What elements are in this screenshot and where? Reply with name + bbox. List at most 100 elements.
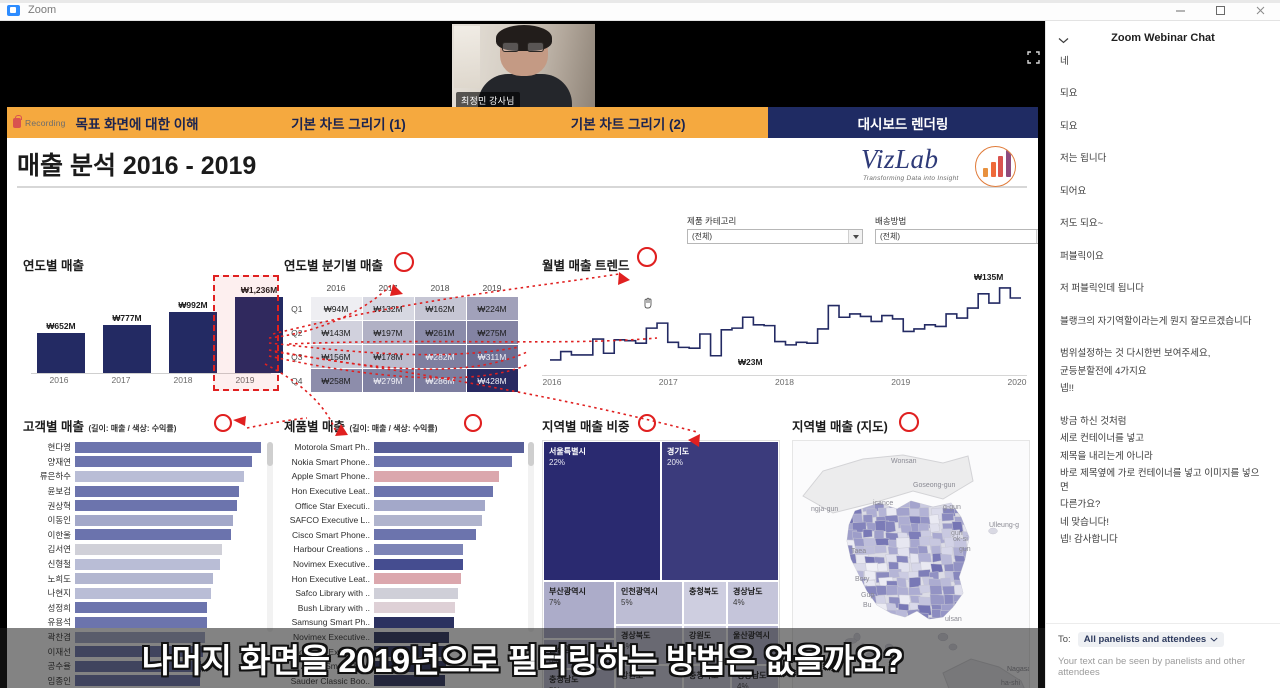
chevron-down-icon[interactable] [1036, 230, 1038, 243]
heatmap-cell[interactable]: ₩197M [362, 321, 414, 345]
bar-rect[interactable] [374, 500, 485, 511]
map-place-label: g-gun [943, 504, 961, 511]
list-item[interactable]: 현다영 [23, 440, 275, 455]
treemap-tile[interactable]: 경기도 20% [661, 441, 779, 581]
heatmap-cell[interactable]: ₩428M [466, 369, 518, 393]
treemap-tile[interactable]: 서울특별시 22% [543, 441, 661, 581]
filter-product-category-select[interactable]: (전체) [687, 229, 863, 244]
heatmap-cell[interactable]: ₩143M [310, 321, 362, 345]
heatmap-cell[interactable]: ₩162M [414, 297, 466, 321]
bar-rect[interactable] [75, 471, 244, 482]
yearly-bar-rect[interactable] [169, 312, 217, 373]
maximize-icon[interactable] [1200, 0, 1240, 21]
product-scrollbar[interactable] [528, 442, 534, 632]
bar-rect[interactable] [374, 573, 461, 584]
bar-rect[interactable] [374, 471, 499, 482]
speaker-video-thumbnail[interactable]: 최정민 강사님 [452, 24, 595, 113]
nav-tab-1[interactable]: 기본 차트 그리기 (1) [209, 107, 489, 138]
list-item[interactable]: Nokia Smart Phone.. [284, 455, 536, 470]
heatmap-cell[interactable]: ₩275M [466, 321, 518, 345]
chevron-down-icon[interactable] [1058, 31, 1069, 49]
filter-shipping-method-select[interactable]: (전체) [875, 229, 1038, 244]
nav-tab-2[interactable]: 기본 차트 그리기 (2) [488, 107, 768, 138]
list-item[interactable]: 나현지 [23, 586, 275, 601]
bar-rect[interactable] [374, 617, 454, 628]
list-item[interactable]: 성정희 [23, 601, 275, 616]
customer-scrollbar[interactable] [267, 442, 273, 632]
map-place-label: Taea [851, 548, 866, 555]
bar-rect[interactable] [374, 442, 524, 453]
bar-rect[interactable] [374, 515, 482, 526]
bar-rect[interactable] [75, 559, 220, 570]
heatmap-cell[interactable]: ₩282M [414, 345, 466, 369]
chat-recipient-select[interactable]: All panelists and attendees [1078, 632, 1224, 647]
map-place-label: gun [959, 546, 971, 553]
treemap-tile[interactable]: 인천광역시 5% [615, 581, 683, 625]
heatmap-cell[interactable]: ₩178M [362, 345, 414, 369]
list-item[interactable]: 이동인 [23, 513, 275, 528]
list-item[interactable]: 윤보검 [23, 484, 275, 499]
minimize-icon[interactable] [1160, 0, 1200, 21]
yearly-bar-rect[interactable] [37, 333, 85, 373]
list-item[interactable]: SAFCO Executive L.. [284, 513, 536, 528]
list-item[interactable]: Cisco Smart Phone.. [284, 528, 536, 543]
bar-rect[interactable] [75, 515, 233, 526]
bar-rect[interactable] [75, 617, 207, 628]
list-item[interactable]: Motorola Smart Ph.. [284, 440, 536, 455]
panel-monthly-trend: 월별 매출 트렌드 2016 2017 2018 2019 2020 ₩23M ₩135… [542, 255, 1032, 405]
bar-rect[interactable] [75, 442, 261, 453]
heatmap-cell[interactable]: ₩224M [466, 297, 518, 321]
nav-tab-3[interactable]: 대시보드 렌더링 [768, 107, 1038, 138]
bar-rect[interactable] [75, 573, 213, 584]
list-item[interactable]: 양재연 [23, 455, 275, 470]
heatmap-cell[interactable]: ₩156M [310, 345, 362, 369]
bar-rect[interactable] [75, 588, 211, 599]
heatmap-cell[interactable]: ₩258M [310, 369, 362, 393]
list-item[interactable]: Office Star Executi.. [284, 498, 536, 513]
bar-rect[interactable] [374, 544, 463, 555]
list-item[interactable]: 김서연 [23, 542, 275, 557]
bar-rect[interactable] [75, 602, 207, 613]
bar-rect[interactable] [374, 559, 463, 570]
treemap-tile[interactable]: 경상남도 4% [727, 581, 779, 625]
bar-rect[interactable] [374, 529, 476, 540]
yearly-bar-2017[interactable]: ₩777M [103, 285, 151, 373]
bar-rect[interactable] [374, 486, 493, 497]
bar-rect[interactable] [374, 588, 458, 599]
nav-tab-0[interactable]: 목표 화면에 대한 이해 [70, 107, 209, 138]
heatmap-cell[interactable]: ₩94M [310, 297, 362, 321]
bar-rect[interactable] [75, 486, 239, 497]
list-item[interactable]: 신형철 [23, 557, 275, 572]
list-item[interactable]: Safco Library with .. [284, 586, 536, 601]
heatmap-cell[interactable]: ₩311M [466, 345, 518, 369]
bar-rect[interactable] [374, 602, 455, 613]
chat-input[interactable]: Your text can be seen by panelists and o… [1058, 656, 1268, 678]
heatmap-cell[interactable]: ₩279M [362, 369, 414, 393]
yearly-bar-rect[interactable] [103, 325, 151, 373]
bar-rect[interactable] [75, 544, 222, 555]
list-item[interactable]: Hon Executive Leat.. [284, 571, 536, 586]
list-item[interactable]: Harbour Creations .. [284, 542, 536, 557]
chevron-down-icon[interactable] [848, 230, 862, 243]
bar-rect[interactable] [75, 500, 237, 511]
bar-rect[interactable] [374, 456, 512, 467]
expand-icon[interactable] [1027, 51, 1037, 69]
list-item[interactable]: 류은하수 [23, 469, 275, 484]
list-item[interactable]: Hon Executive Leat.. [284, 484, 536, 499]
bar-rect[interactable] [75, 456, 252, 467]
list-item[interactable]: 권상혁 [23, 498, 275, 513]
list-item[interactable]: Apple Smart Phone.. [284, 469, 536, 484]
heatmap-cell[interactable]: ₩261M [414, 321, 466, 345]
bar-rect[interactable] [75, 529, 231, 540]
yearly-bar-2016[interactable]: ₩652M [37, 285, 85, 373]
list-item[interactable]: 노희도 [23, 571, 275, 586]
heatmap-cell[interactable]: ₩132M [362, 297, 414, 321]
treemap-tile[interactable]: 충청북도 [683, 581, 727, 625]
list-item[interactable]: Novimex Executive.. [284, 557, 536, 572]
heatmap-cell[interactable]: ₩286M [414, 369, 466, 393]
chat-message-list[interactable]: 네 되요 되요 저는 됩니다 되어요 저도 되요~ 퍼블릭이요 저 퍼블릭인데 됩니다 블랭크의… [1046, 55, 1280, 623]
yearly-bar-2018[interactable]: ₩992M [169, 285, 217, 373]
close-icon[interactable] [1240, 0, 1280, 21]
list-item[interactable]: 이한울 [23, 528, 275, 543]
list-item[interactable]: Bush Library with .. [284, 601, 536, 616]
